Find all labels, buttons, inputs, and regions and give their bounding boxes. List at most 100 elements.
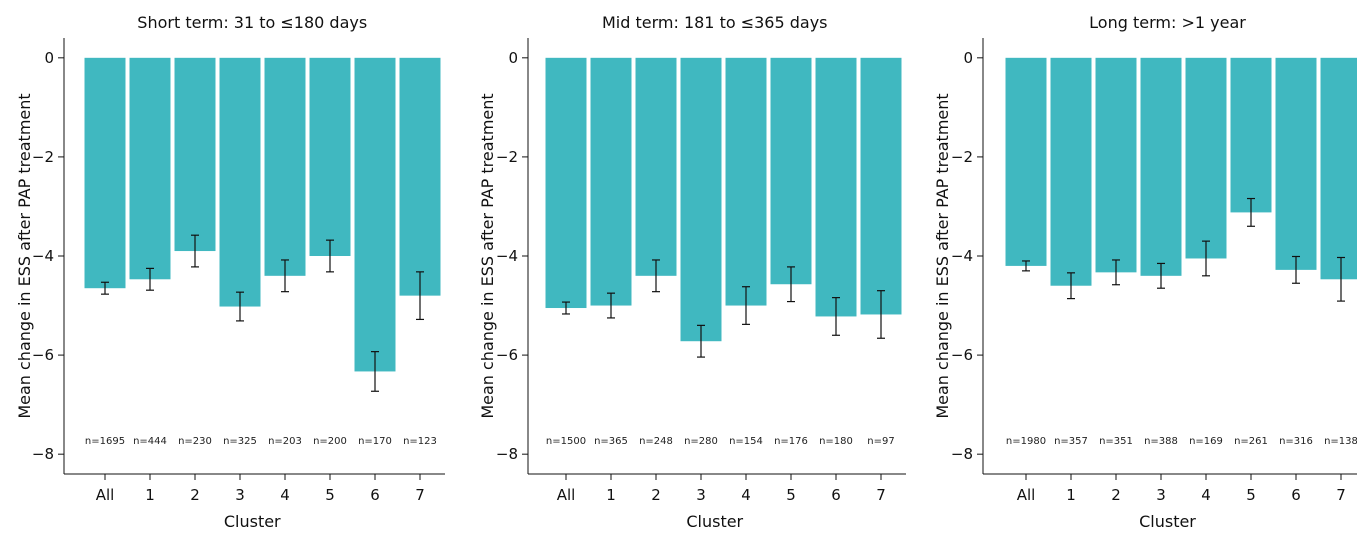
- y-tick-label: −2: [496, 148, 518, 166]
- x-tick-label: 7: [1336, 486, 1346, 504]
- x-tick-label: 4: [280, 486, 290, 504]
- bar: [1050, 57, 1092, 286]
- y-tick-label: −4: [951, 247, 973, 265]
- error-bar: [697, 324, 705, 358]
- y-tick-label: 0: [508, 49, 518, 67]
- error-bar: [416, 271, 424, 321]
- x-tick-label: 3: [1156, 486, 1166, 504]
- sample-size-label: n=351: [1099, 436, 1133, 447]
- x-tick-label: 3: [235, 486, 245, 504]
- y-axis-label: Mean change in ESS after PAP treatment: [15, 93, 34, 418]
- chart-panel-mid-term: Mid term: 181 to ≤365 days n=1500 n=365 n=2…: [478, 13, 906, 531]
- bar: [354, 57, 396, 372]
- sample-size-label: n=325: [223, 436, 257, 447]
- x-tick-label: 1: [1066, 486, 1076, 504]
- error-bar: [326, 239, 334, 273]
- x-tick-label: 6: [1291, 486, 1301, 504]
- error-bar: [1202, 240, 1210, 277]
- y-tick-label: −4: [496, 247, 518, 265]
- sample-size-label: n=203: [268, 436, 302, 447]
- y-tick-label: −6: [32, 346, 54, 364]
- x-tick-label: All: [1017, 486, 1036, 504]
- error-bar: [236, 291, 244, 322]
- error-bar: [1067, 272, 1075, 300]
- chart-panel-long-term: Long term: >1 year n=1980 n=357 n=351 n=388 n…: [933, 13, 1357, 531]
- error-bar: [787, 266, 795, 303]
- y-tick-label: −4: [32, 247, 54, 265]
- sample-size-label: n=180: [819, 436, 853, 447]
- x-tick-label: 6: [370, 486, 380, 504]
- error-bar: [607, 292, 615, 319]
- bar: [815, 57, 857, 317]
- bar: [1320, 57, 1357, 280]
- sample-size-label: n=316: [1279, 436, 1313, 447]
- x-axis-label: Cluster: [686, 512, 743, 531]
- sample-size-label: n=154: [729, 436, 763, 447]
- bar: [1140, 57, 1182, 276]
- x-tick-label: 5: [325, 486, 335, 504]
- y-tick-label: −8: [32, 445, 54, 463]
- x-tick-label: 1: [145, 486, 155, 504]
- x-tick-label: 2: [190, 486, 200, 504]
- x-axis-label: Cluster: [224, 512, 281, 531]
- sample-size-label: n=280: [684, 436, 718, 447]
- error-bar: [101, 281, 109, 295]
- error-bar: [1337, 256, 1345, 302]
- bar: [680, 57, 722, 342]
- x-tick-label: All: [96, 486, 115, 504]
- bar: [264, 57, 306, 276]
- y-axis-label: Mean change in ESS after PAP treatment: [478, 93, 497, 418]
- bar: [635, 57, 677, 276]
- x-tick-label: 4: [1201, 486, 1211, 504]
- error-bar: [281, 259, 289, 293]
- sample-size-label: n=365: [594, 436, 628, 447]
- sample-size-label: n=97: [867, 436, 894, 447]
- error-bar: [1022, 260, 1030, 272]
- sample-size-label: n=248: [639, 436, 673, 447]
- bar: [545, 57, 587, 309]
- y-tick-label: −2: [951, 148, 973, 166]
- sample-size-label: n=357: [1054, 436, 1088, 447]
- x-tick-label: 5: [786, 486, 796, 504]
- x-tick-label: All: [557, 486, 576, 504]
- bar: [399, 57, 441, 296]
- bar: [860, 57, 902, 315]
- bar: [1230, 57, 1272, 213]
- error-bar: [1112, 259, 1120, 286]
- y-tick-label: −6: [951, 346, 973, 364]
- sample-size-label: n=388: [1144, 436, 1178, 447]
- x-axis-label: Cluster: [1139, 512, 1196, 531]
- bar: [129, 57, 171, 280]
- panel-title: Mid term: 181 to ≤365 days: [602, 13, 828, 32]
- bar: [1005, 57, 1047, 266]
- panel-title: Short term: 31 to ≤180 days: [137, 13, 367, 32]
- x-tick-label: 7: [876, 486, 886, 504]
- error-bar: [371, 351, 379, 392]
- error-bar: [1247, 197, 1255, 227]
- x-tick-label: 6: [831, 486, 841, 504]
- x-tick-label: 2: [1111, 486, 1121, 504]
- sample-size-label: n=176: [774, 436, 808, 447]
- sample-size-label: n=170: [358, 436, 392, 447]
- sample-size-label: n=169: [1189, 436, 1223, 447]
- bar: [1275, 57, 1317, 270]
- y-tick-label: −8: [496, 445, 518, 463]
- panel-title: Long term: >1 year: [1089, 13, 1246, 32]
- x-tick-label: 2: [651, 486, 661, 504]
- error-bar: [1157, 262, 1165, 289]
- y-axis-label: Mean change in ESS after PAP treatment: [933, 93, 952, 418]
- sample-size-label: n=123: [403, 436, 437, 447]
- error-bar: [1292, 255, 1300, 284]
- error-bar: [652, 259, 660, 293]
- sample-size-label: n=1695: [85, 436, 125, 447]
- y-tick-label: −2: [32, 148, 54, 166]
- bar: [725, 57, 767, 306]
- sample-size-label: n=200: [313, 436, 347, 447]
- bar: [590, 57, 632, 306]
- chart-panel-short-term: Short term: 31 to ≤180 days n=1695 n=444 n=…: [15, 13, 445, 531]
- x-tick-label: 3: [696, 486, 706, 504]
- y-tick-label: 0: [44, 49, 54, 67]
- sample-size-label: n=1500: [546, 436, 586, 447]
- sample-size-label: n=444: [133, 436, 167, 447]
